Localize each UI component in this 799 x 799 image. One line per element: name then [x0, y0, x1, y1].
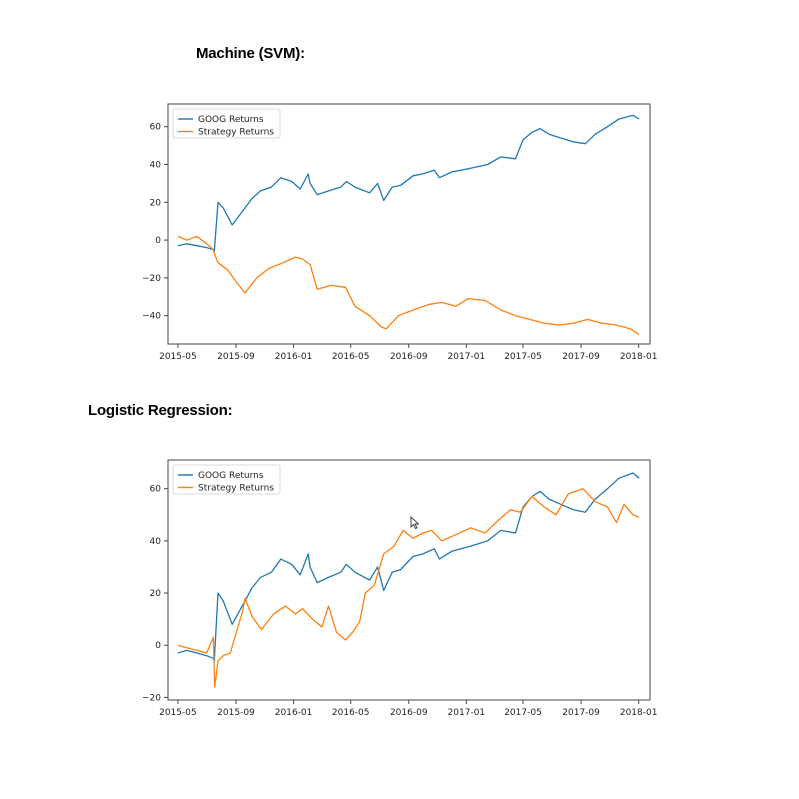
plot-frame [167, 459, 651, 701]
x-tick-label: 2018-01 [620, 352, 658, 362]
x-tick-label: 2018-01 [620, 708, 658, 718]
mouse-cursor-icon [410, 516, 420, 530]
x-tick-label: 2016-05 [332, 708, 370, 718]
section-heading-logistic-regression: Logistic Regression: [88, 402, 233, 419]
y-tick-label: 40 [150, 537, 162, 547]
y-tick-label: 40 [150, 160, 162, 170]
x-tick-label: 2017-01 [448, 708, 486, 718]
y-tick-label: −20 [142, 274, 161, 284]
legend: GOOG Returns Strategy Returns [172, 108, 281, 139]
x-tick-label: 2015-09 [217, 708, 255, 718]
legend-label-strategy: Strategy Returns [198, 484, 274, 494]
y-tick-label: −40 [142, 312, 161, 322]
x-tick-label: 2017-01 [448, 352, 486, 362]
x-tick-label: 2015-05 [159, 352, 197, 362]
x-tick-label: 2016-09 [390, 352, 428, 362]
y-tick-label: 20 [150, 198, 162, 208]
x-tick-label: 2017-09 [562, 708, 600, 718]
plot-frame [167, 103, 651, 345]
legend-box [172, 108, 281, 139]
y-tick-label: 0 [155, 641, 161, 651]
y-tick-label: −20 [142, 693, 161, 703]
x-tick-label: 2017-05 [504, 352, 542, 362]
legend-label-goog: GOOG Returns [198, 115, 264, 125]
x-tick-label: 2016-01 [275, 708, 313, 718]
x-tick-label: 2016-09 [390, 708, 428, 718]
x-tick-label: 2017-09 [562, 352, 600, 362]
series-line-goog [177, 114, 640, 253]
x-tick-label: 2015-09 [217, 352, 255, 362]
x-tick-label: 2015-05 [159, 708, 197, 718]
legend-label-strategy: Strategy Returns [198, 128, 274, 138]
y-tick-label: 60 [150, 485, 162, 495]
legend: GOOG Returns Strategy Returns [172, 464, 281, 495]
series-line-strategy [177, 235, 640, 336]
x-tick-label: 2016-01 [275, 352, 313, 362]
chart-logistic-regression-returns: −20 0 20 40 60 2015-05 2015-09 2016-01 2016-05 20… [142, 459, 658, 718]
series-line-goog [177, 472, 640, 662]
section-heading-svm: Machine (SVM): [196, 45, 305, 62]
legend-box [172, 464, 281, 495]
x-tick-label: 2017-05 [504, 708, 542, 718]
x-tick-label: 2016-05 [332, 352, 370, 362]
y-tick-label: 60 [150, 123, 162, 133]
series-line-strategy [177, 488, 640, 688]
y-tick-label: 0 [155, 236, 161, 246]
y-tick-label: 20 [150, 589, 162, 599]
chart-svm-returns: −40 −20 0 20 40 60 2015-05 2015-09 2016-01 2016-0… [142, 103, 658, 362]
legend-label-goog: GOOG Returns [198, 471, 264, 481]
